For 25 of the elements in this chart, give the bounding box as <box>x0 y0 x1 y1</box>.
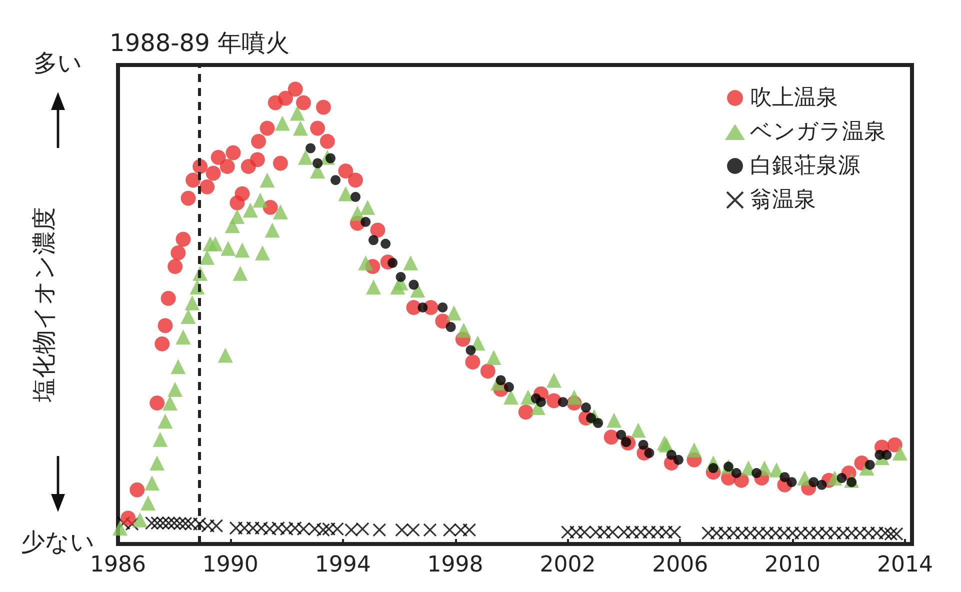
text: 多い <box>34 48 82 79</box>
point <box>350 192 360 202</box>
point <box>466 345 476 356</box>
x-tick-label: 2010 <box>764 552 821 578</box>
x-tick-label: 1998 <box>427 552 484 578</box>
x-tick-label: 2014 <box>876 552 933 578</box>
legend-label: 白銀荘泉源 <box>750 154 860 178</box>
x-tick-label: 1994 <box>314 552 371 578</box>
ref-line-label: 1988-89 年噴火 <box>110 29 290 57</box>
legend-label: 吹上温泉 <box>750 86 838 110</box>
legend-label: 翁温泉 <box>750 188 816 212</box>
point <box>330 175 341 186</box>
x-tick-label: 1990 <box>202 552 258 578</box>
x-tick-label: 2002 <box>540 552 596 578</box>
point <box>306 143 316 154</box>
x-tick-label: 2006 <box>652 552 708 578</box>
legend-label: ベンガラ温泉 <box>750 120 886 144</box>
point <box>368 235 378 246</box>
point <box>438 302 448 312</box>
point <box>380 238 391 249</box>
point <box>580 402 591 413</box>
point <box>504 382 514 392</box>
y-axis-title: 塩化物イオン濃度 <box>30 207 58 403</box>
point <box>593 418 604 428</box>
point <box>616 430 626 440</box>
